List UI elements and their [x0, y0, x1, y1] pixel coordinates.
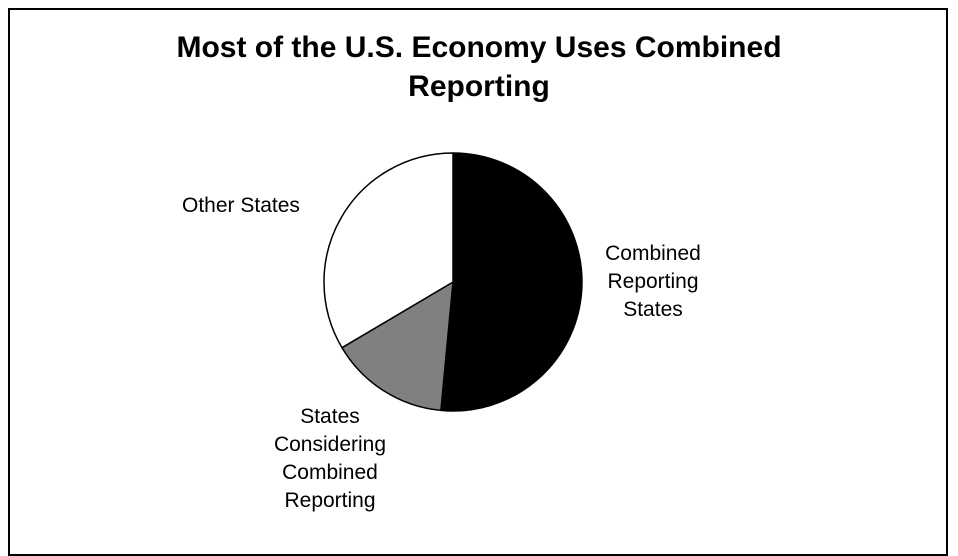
- slice-label-line: States: [300, 405, 360, 428]
- chart-title: Most of the U.S. Economy Uses Combined R…: [0, 28, 958, 106]
- pie-slices: [323, 152, 583, 412]
- slice-label-line: Reporting: [284, 489, 376, 512]
- slice-label-line: Combined: [282, 461, 378, 484]
- pie-slice-states-considering-combined-reporting: [341, 281, 454, 412]
- slice-label-line: Considering: [273, 433, 387, 456]
- chart-title-line-2: Reporting: [408, 70, 550, 103]
- pie-slice-combined-reporting-states: [440, 152, 583, 412]
- slice-label-line: States: [623, 298, 683, 321]
- slice-label-line: Reporting: [607, 270, 699, 293]
- slice-label-combined-reporting-states: Combined Reporting States: [578, 240, 728, 324]
- slice-label-other-states: Other States: [182, 192, 352, 220]
- chart-title-line-1: Most of the U.S. Economy Uses Combined: [176, 31, 782, 64]
- slice-label-states-considering-combined-reporting: States Considering Combined Reporting: [255, 403, 405, 515]
- pie-slice-other-states: [323, 152, 454, 349]
- slice-label-line: Other States: [182, 194, 300, 217]
- slice-label-line: Combined: [605, 242, 701, 265]
